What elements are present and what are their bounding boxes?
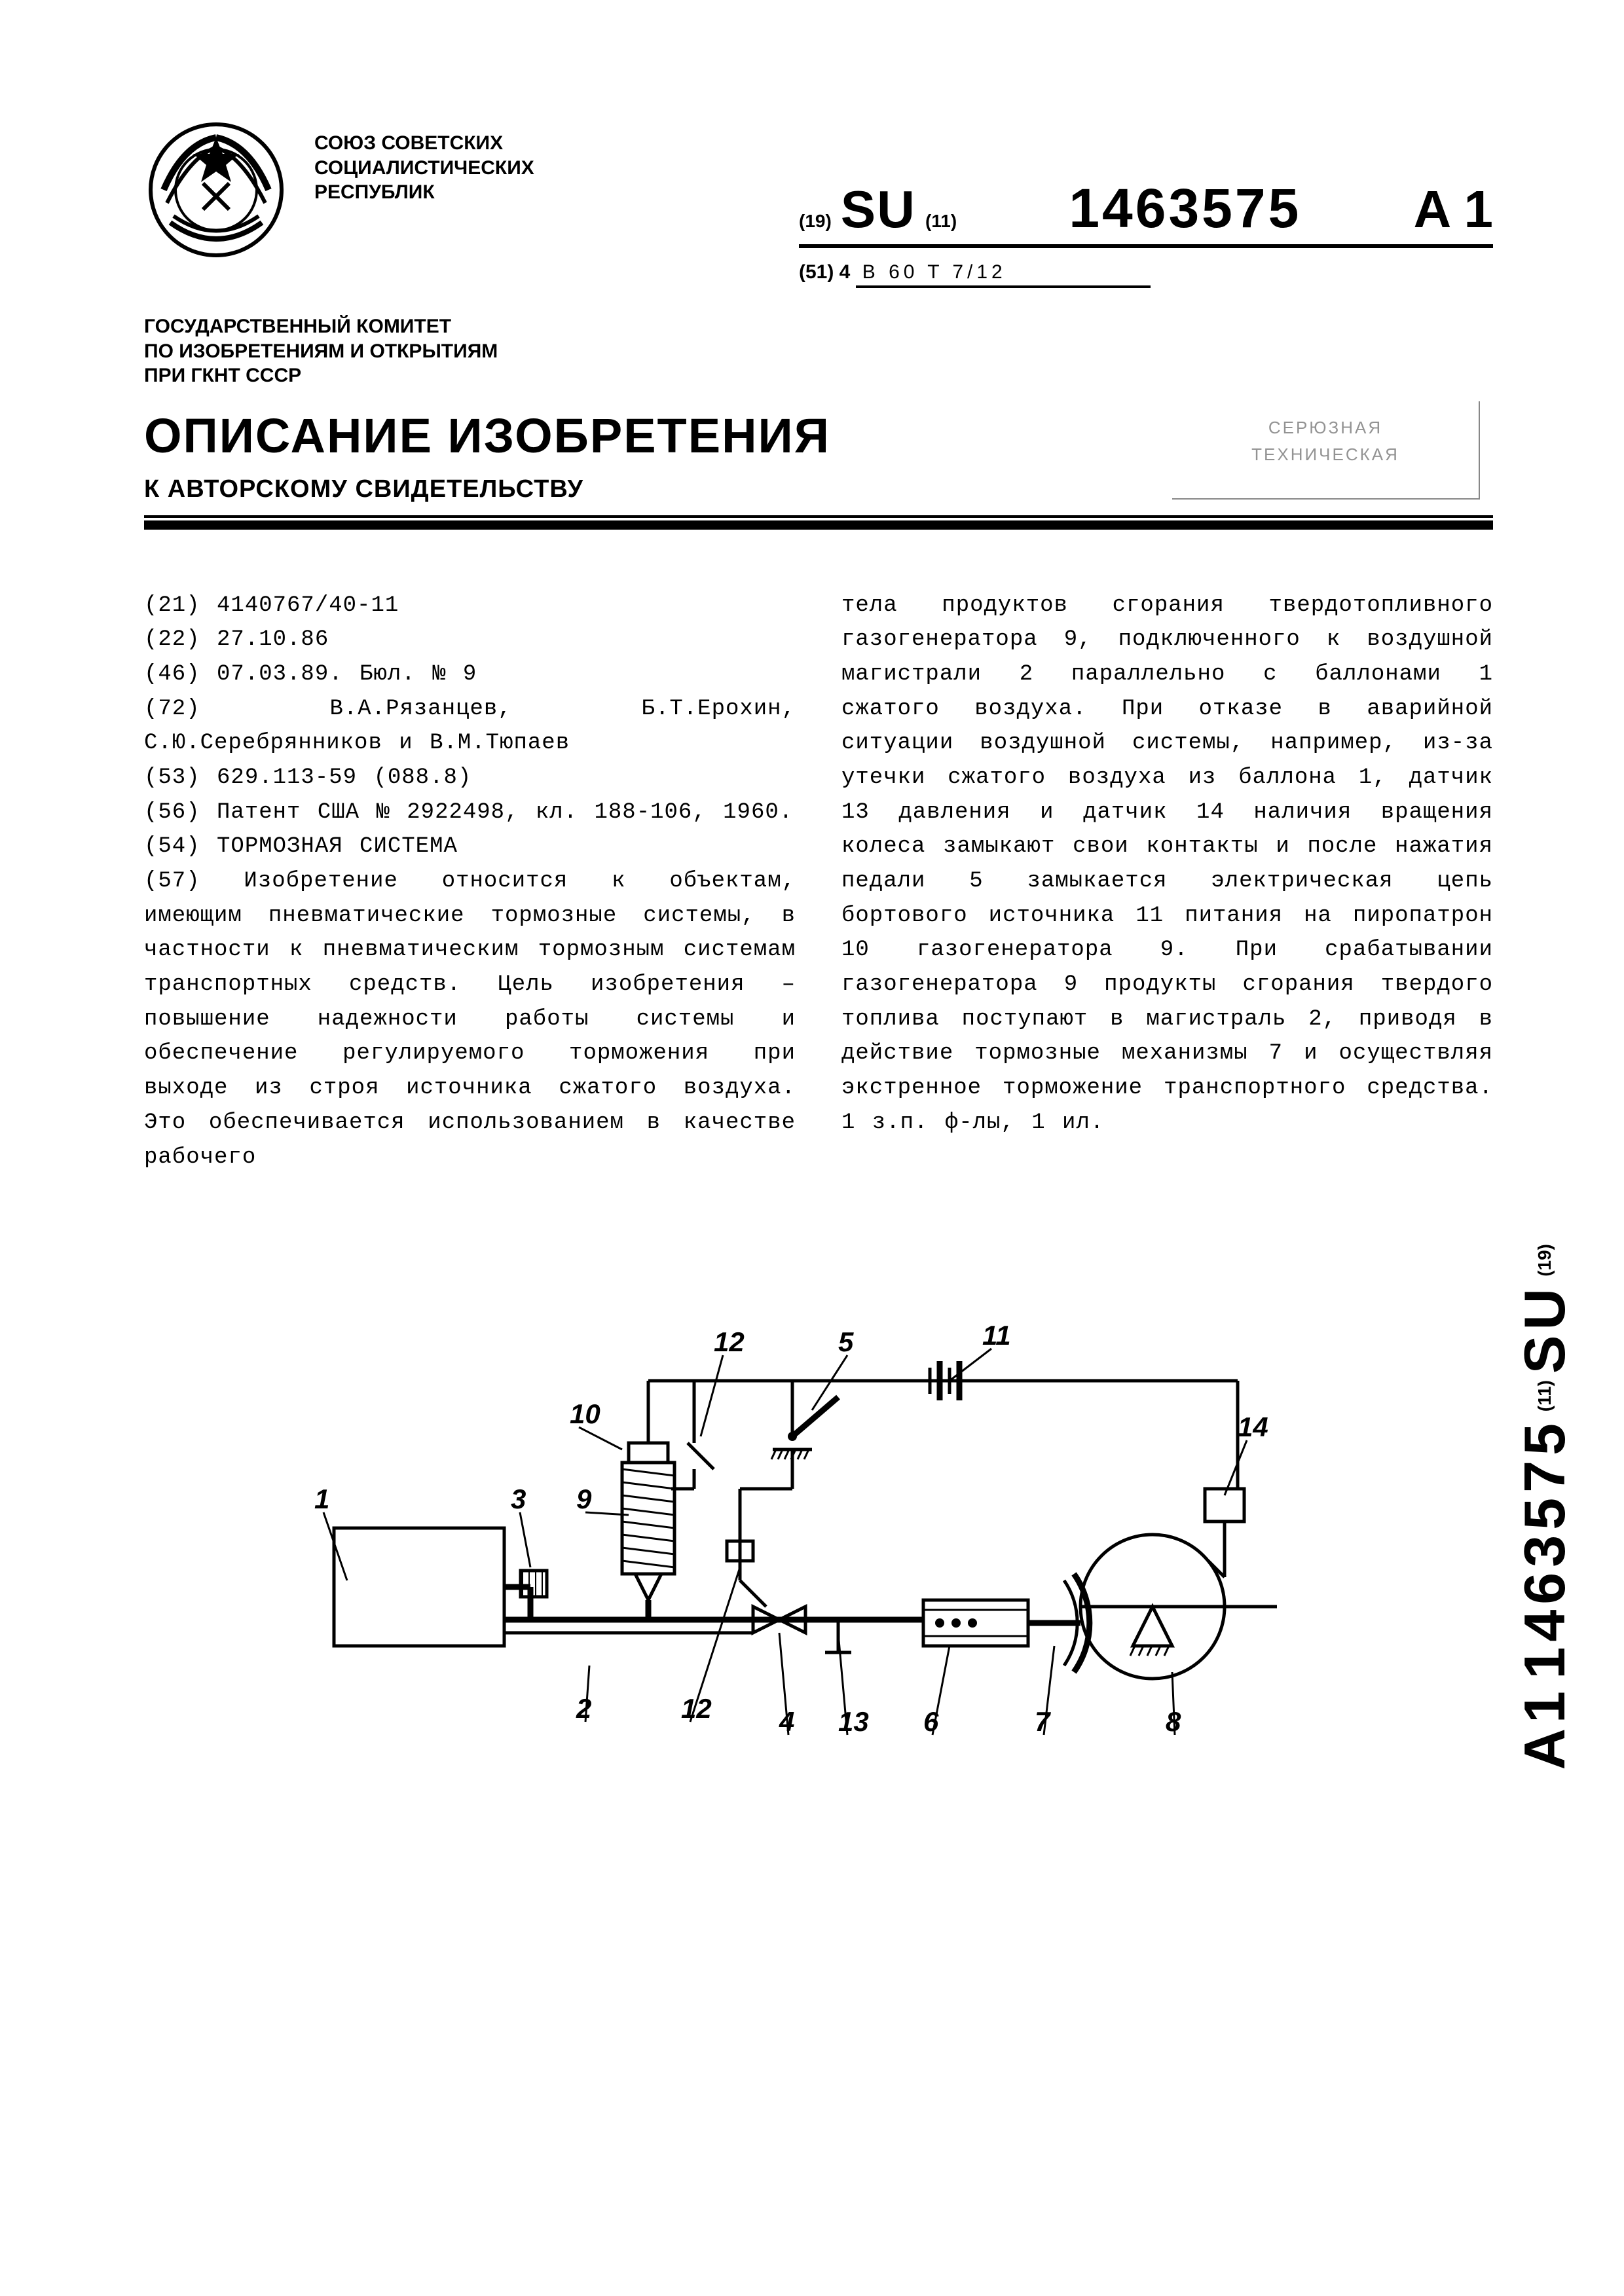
side-su: SU	[1511, 1283, 1578, 1374]
org-line: РЕСПУБЛИК	[314, 180, 589, 205]
country-code: SU	[841, 179, 916, 240]
svg-text:12: 12	[714, 1326, 745, 1357]
ipc-value: B 60 T 7/12	[856, 261, 1151, 288]
svg-text:8: 8	[1166, 1706, 1181, 1737]
committee-line: ГОСУДАРСТВЕННЫЙ КОМИТЕТ	[144, 314, 563, 339]
code-11: (11)	[925, 211, 957, 232]
svg-text:13: 13	[838, 1706, 869, 1737]
committee-line: ПРИ ГКНТ СССР	[144, 363, 563, 388]
svg-text:3: 3	[511, 1484, 526, 1514]
svg-text:7: 7	[1035, 1706, 1051, 1737]
svg-text:12: 12	[681, 1693, 712, 1724]
left-column: (21) 4140767/40-11 (22) 27.10.86 (46) 07…	[144, 589, 796, 1175]
library-stamp: СЕРЮЗНАЯ ТЕХНИЧЕСКАЯ	[1172, 401, 1480, 500]
svg-text:14: 14	[1238, 1412, 1268, 1442]
doc-number: 1463575	[966, 177, 1404, 240]
field-46: (46) 07.03.89. Бюл. № 9	[144, 657, 796, 692]
svg-text:5: 5	[838, 1326, 854, 1357]
kind-code: A 1	[1413, 179, 1493, 240]
right-column: тела продуктов сгорания твердотопливного…	[841, 589, 1493, 1175]
code-19: (19)	[799, 211, 832, 232]
field-54: (54) ТОРМОЗНАЯ СИСТЕМА	[144, 829, 796, 864]
svg-text:11: 11	[982, 1320, 1011, 1351]
field-57-part-b: тела продуктов сгорания твердотопливного…	[841, 589, 1493, 1140]
side-code11: (11)	[1534, 1380, 1555, 1412]
field-72: (72) В.А.Рязанцев, Б.Т.Ерохин, С.Ю.Сереб…	[144, 692, 796, 761]
org-line: СОЮЗ СОВЕТСКИХ	[314, 131, 589, 156]
stamp-line: СЕРЮЗНАЯ	[1172, 414, 1479, 442]
publication-number-block: (19) SU (11) 1463575 A 1 (51) 4 B 60 T 7…	[799, 177, 1493, 283]
side-code19: (19)	[1534, 1244, 1555, 1277]
field-53: (53) 629.113-59 (088.8)	[144, 761, 796, 795]
field-56: (56) Патент США № 2922498, кл. 188-106, …	[144, 795, 796, 830]
side-pubnum: (19) SU (11) 1463575 A1	[1511, 1244, 1578, 1770]
svg-text:9: 9	[576, 1484, 592, 1514]
svg-text:4: 4	[779, 1706, 794, 1737]
svg-text:6: 6	[923, 1706, 939, 1737]
side-number: 1463575	[1511, 1418, 1578, 1679]
org-line: СОЦИАЛИСТИЧЕСКИХ	[314, 156, 589, 181]
stamp-line: ТЕХНИЧЕСКАЯ	[1172, 441, 1479, 469]
committee-block: ГОСУДАРСТВЕННЫЙ КОМИТЕТ ПО ИЗОБРЕТЕНИЯМ …	[144, 314, 563, 388]
svg-text:1: 1	[314, 1484, 329, 1514]
field-22: (22) 27.10.86	[144, 623, 796, 657]
divider-rule	[144, 520, 1493, 530]
body-columns: (21) 4140767/40-11 (22) 27.10.86 (46) 07…	[144, 589, 1493, 1175]
ipc-label: (51) 4	[799, 261, 850, 283]
issuing-org: СОЮЗ СОВЕТСКИХ СОЦИАЛИСТИЧЕСКИХ РЕСПУБЛИ…	[314, 131, 589, 205]
figure: 123456789101113141212	[144, 1214, 1493, 1803]
side-kind: A1	[1511, 1686, 1578, 1770]
committee-line: ПО ИЗОБРЕТЕНИЯМ И ОТКРЫТИЯМ	[144, 339, 563, 364]
field-21: (21) 4140767/40-11	[144, 589, 796, 623]
title-block: ОПИСАНИЕ ИЗОБРЕТЕНИЯ К АВТОРСКОМУ СВИДЕТ…	[144, 408, 1506, 503]
state-emblem	[144, 118, 288, 262]
svg-text:10: 10	[570, 1398, 600, 1429]
ipc-classification: (51) 4 B 60 T 7/12	[799, 261, 1493, 283]
brake-system-diagram: 123456789101113141212	[295, 1214, 1342, 1803]
field-57-part-a: (57) Изобретение относится к объектам, и…	[144, 864, 796, 1175]
svg-text:2: 2	[576, 1693, 591, 1724]
